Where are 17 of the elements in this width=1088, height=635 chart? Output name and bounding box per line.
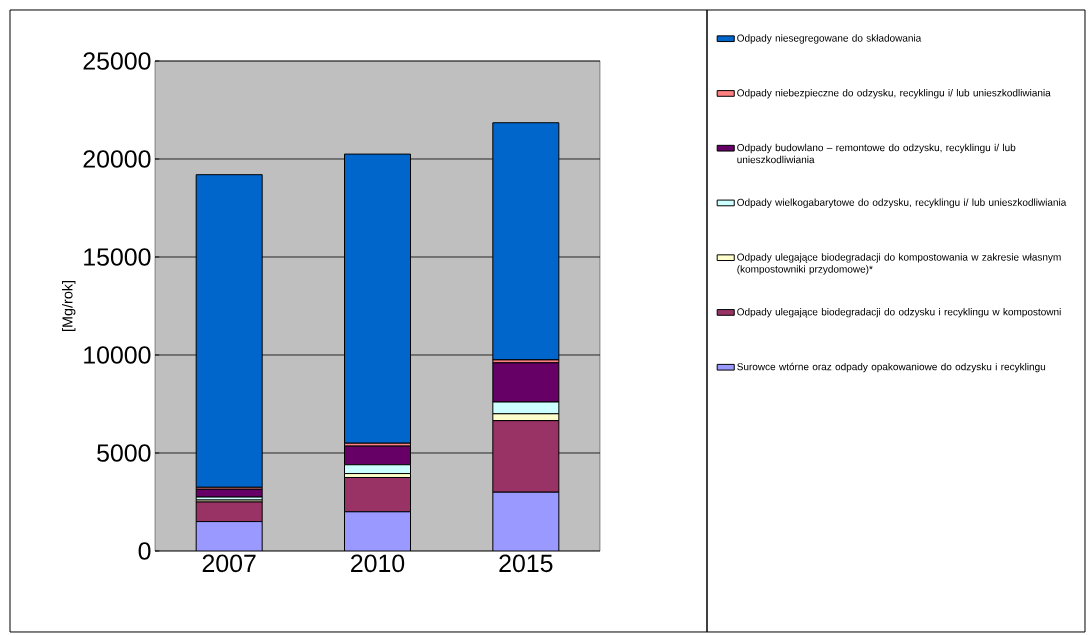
x-tick-label: 2015 — [499, 554, 553, 573]
legend-label: Odpady niesegregowane do składowania — [737, 34, 922, 44]
legend-label: Odpady budowlano – remontowe do odzysku, recyklingu i/ lub unieszkodliwiania — [737, 143, 1016, 164]
x-tick-label: 2007 — [202, 554, 256, 573]
y-tick-label: 20000 — [83, 150, 151, 168]
y-tick-label: 0 — [138, 542, 151, 560]
x-tick-label: 2010 — [351, 554, 405, 573]
legend-label: Odpady ulegające biodegradacji do odzysku i recyklingu w kompostowni — [737, 308, 1061, 318]
y-tick-label: 10000 — [84, 346, 151, 364]
y-axis-title: [Mg/rok] — [62, 281, 76, 331]
legend-label: Odpady ulegające biodegradacji do kompostowania w zakresie własnym (kompostowniki przydomowe)* — [737, 253, 1061, 275]
y-tick-label: 25000 — [83, 52, 151, 70]
legend-label: Surowce wtórne oraz odpady opakowaniowe do odzysku i recyklingu — [737, 362, 1046, 373]
legend-label: Odpady niebezpieczne do odzysku, recyklingu i/ lub unieszkodliwiania — [737, 89, 1051, 99]
y-tick-label: 15000 — [84, 248, 151, 266]
y-tick-label: 5000 — [97, 444, 151, 462]
legend-label: Odpady wielkogabarytowe do odzysku, recyklingu i/ lub unieszkodliwiania — [737, 198, 1067, 208]
